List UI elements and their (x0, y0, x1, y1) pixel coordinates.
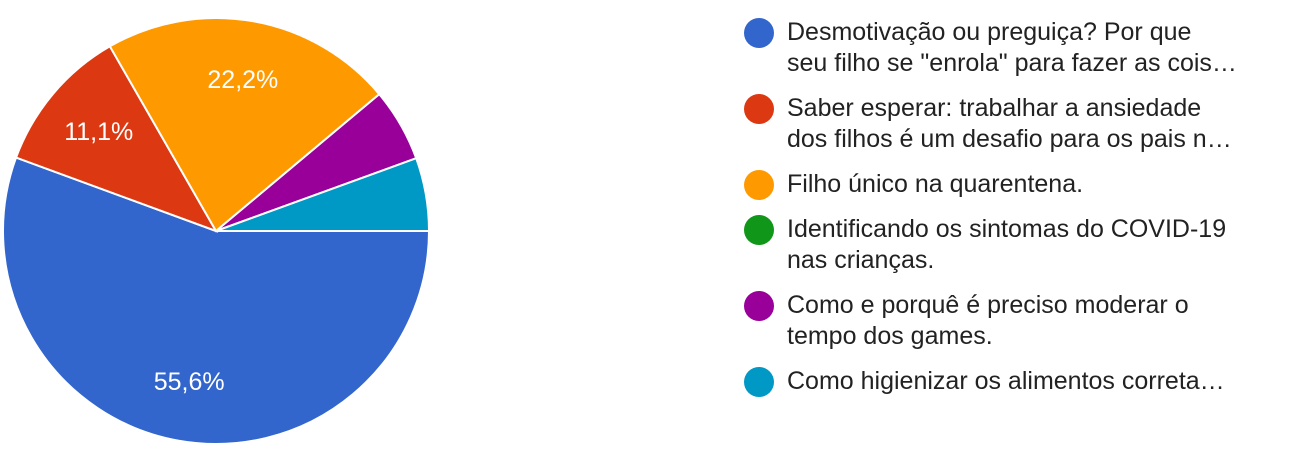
pie-slice-labels: 55,6% 11,1% 22,2% (64, 66, 278, 396)
pie-slices (2, 17, 431, 445)
legend-label-4: Como e porquê é preciso moderar o tempo … (787, 291, 1189, 350)
legend-label-2: Filho único na quarentena. (787, 170, 1084, 198)
legend-item-1[interactable]: Saber esperar: trabalhar a ansiedade dos… (744, 93, 1294, 155)
pie-slice-5[interactable] (215, 156, 431, 232)
legend-swatch-2 (744, 170, 774, 200)
pie-chart: 55,6% 11,1% 22,2% (2, 17, 431, 445)
pie-slice-1[interactable] (14, 44, 219, 233)
legend-item-5[interactable]: Como higienizar os alimentos correta… (744, 366, 1294, 397)
legend-label-3: Identificando os sintomas do COVID-19 na… (787, 215, 1227, 274)
legend-swatch-3 (744, 215, 774, 245)
legend-swatch-5 (744, 367, 774, 397)
pie-slice-0[interactable] (2, 156, 431, 445)
legend-item-2[interactable]: Filho único na quarentena. (744, 169, 1294, 200)
pie-slice-label-1: 11,1% (64, 118, 133, 146)
legend-label-1: Saber esperar: trabalhar a ansiedade dos… (787, 94, 1232, 153)
legend-label-5: Como higienizar os alimentos correta… (787, 367, 1225, 395)
legend-swatch-0 (744, 18, 774, 48)
legend-swatch-4 (744, 291, 774, 321)
legend-label-0: Desmotivação ou preguiça? Por que seu fi… (787, 18, 1237, 77)
legend: Desmotivação ou preguiça? Por que seu fi… (744, 17, 1294, 411)
pie-slice-2[interactable] (108, 17, 381, 233)
pie-slice-label-2: 22,2% (207, 66, 278, 94)
legend-item-3[interactable]: Identificando os sintomas do COVID-19 na… (744, 214, 1294, 276)
legend-swatch-1 (744, 94, 774, 124)
legend-item-4[interactable]: Como e porquê é preciso moderar o tempo … (744, 290, 1294, 352)
pie-slice-label-0: 55,6% (154, 368, 225, 396)
legend-item-0[interactable]: Desmotivação ou preguiça? Por que seu fi… (744, 17, 1294, 79)
